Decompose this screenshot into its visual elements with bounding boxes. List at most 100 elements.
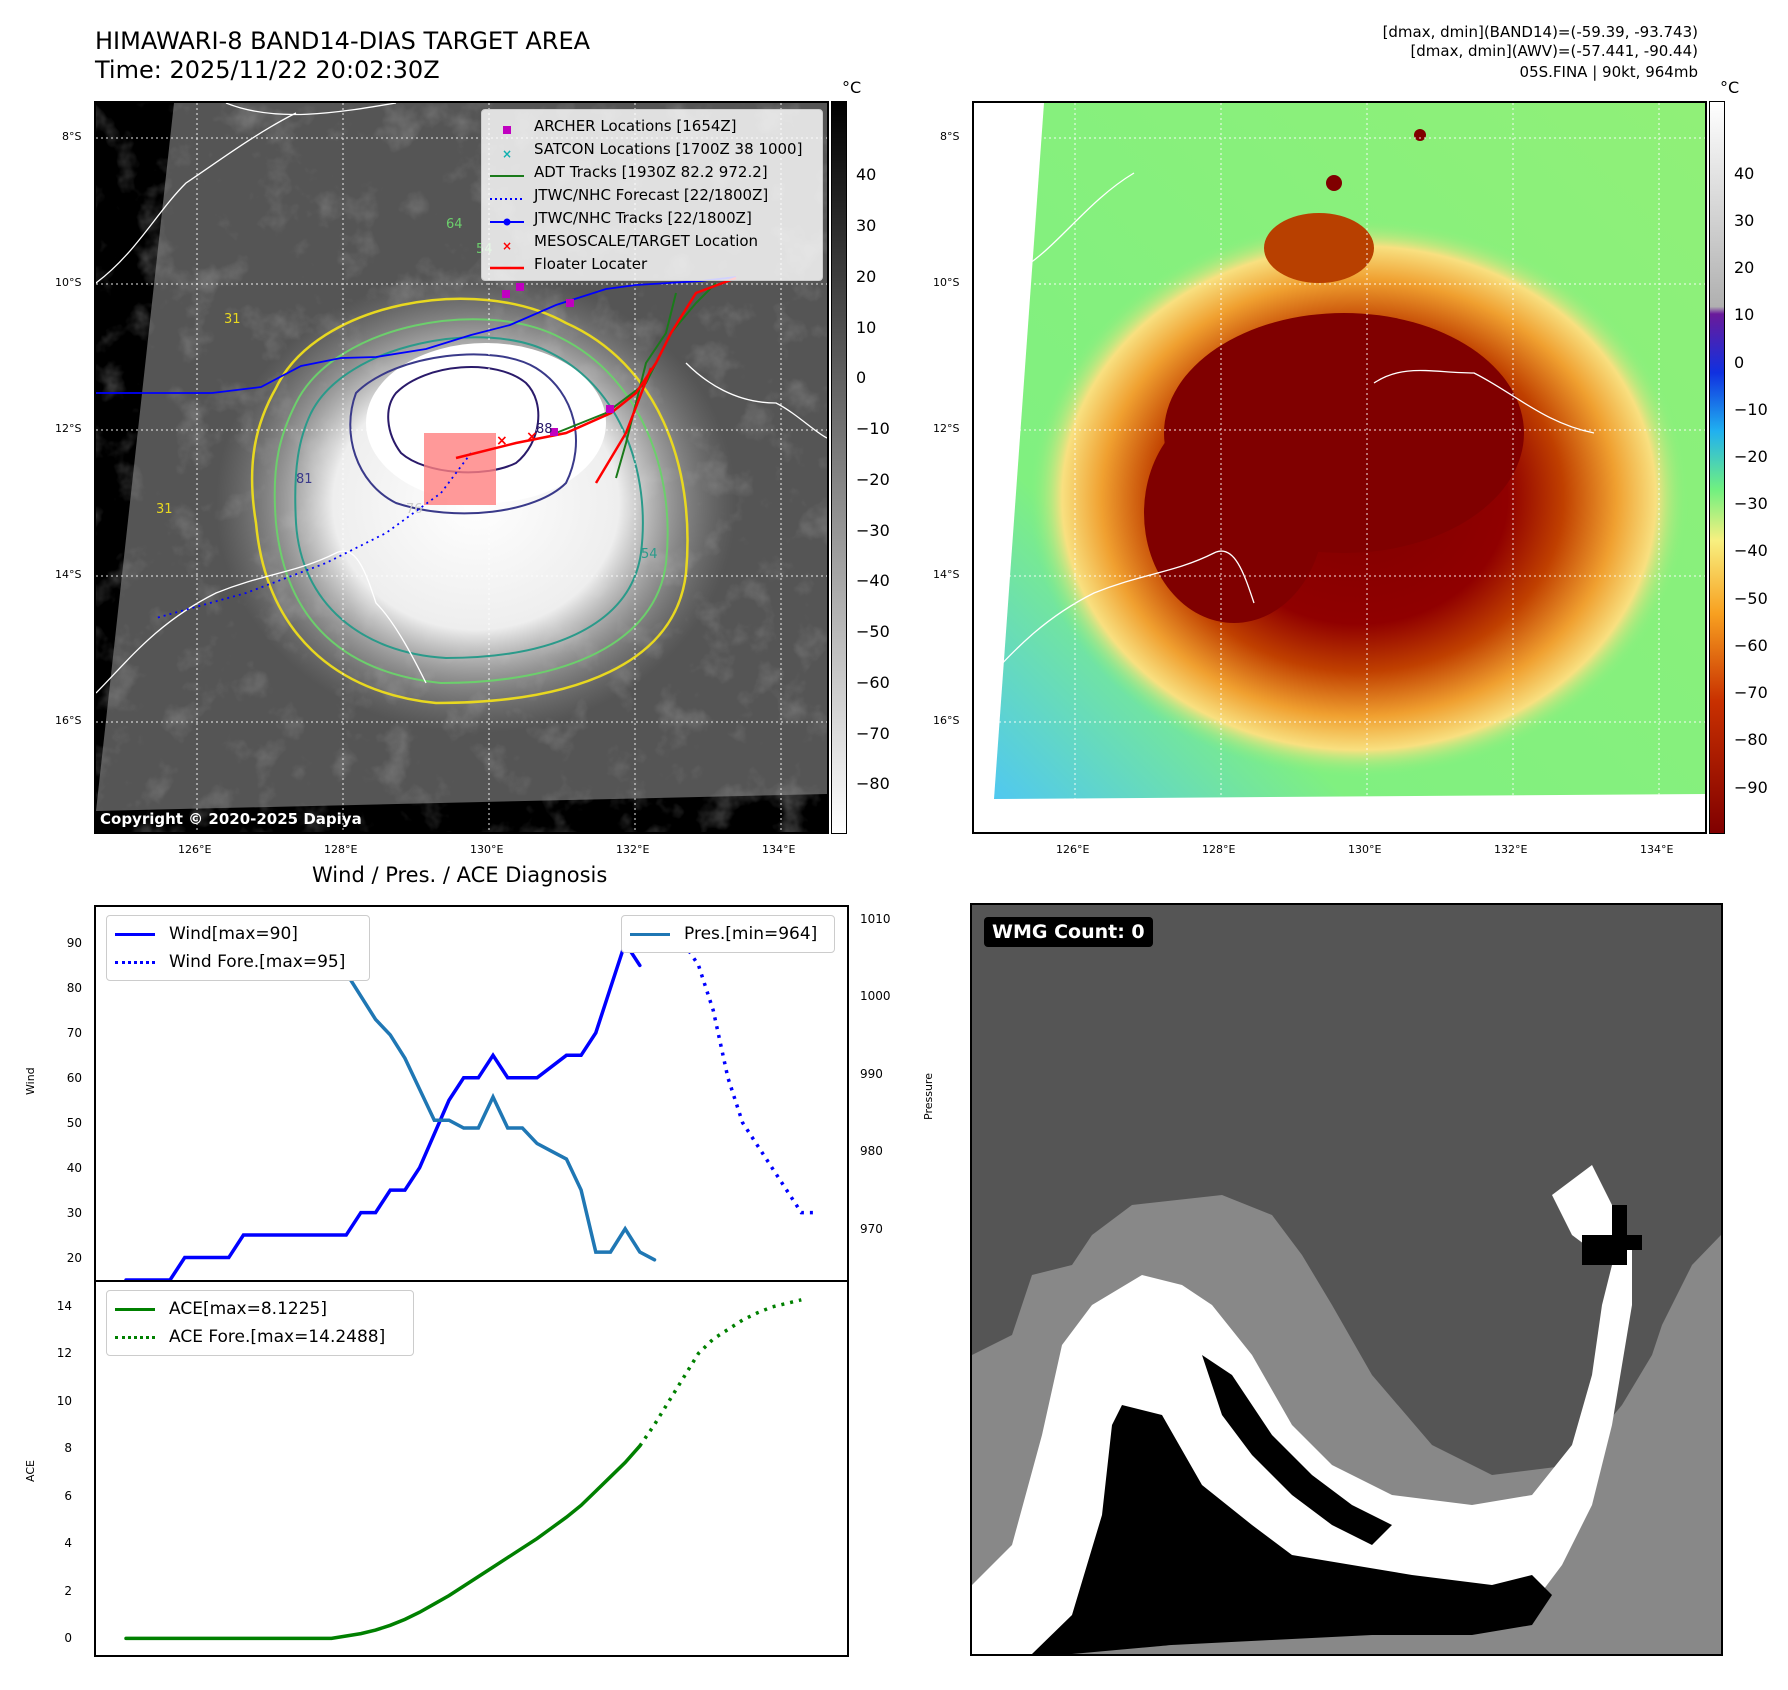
info-band14: [dmax, dmin](BAND14)=(-59.39, -93.743): [1382, 23, 1698, 41]
legend-wind-fore: Wind Fore.[max=95]: [115, 948, 361, 976]
colorbar-right-tick: −50: [1734, 588, 1768, 608]
archer-swatch-icon: [490, 121, 524, 134]
legend-wind: Wind[max=90]: [115, 920, 361, 948]
legend-satcon: × SATCON Locations [1700Z 38 1000]: [490, 137, 814, 161]
colorbar-left-tick: 0: [856, 368, 867, 388]
legend-jtwc-forecast: JTWC/NHC Forecast [22/1800Z]: [490, 183, 814, 206]
lat-label-14s: 14°S: [55, 568, 82, 581]
legend-satcon-label: SATCON Locations [1700Z 38 1000]: [534, 139, 803, 158]
colorbar-left-tick: −70: [856, 723, 890, 743]
pressure-axis-tick: 970: [860, 1221, 883, 1236]
ace-axis-tick: 14: [56, 1298, 72, 1313]
tracks-swatch-icon: [490, 213, 524, 225]
pressure-axis-tick: 980: [860, 1144, 883, 1159]
awv-lon-label-126e: 126°E: [1056, 843, 1090, 856]
forecast-swatch-icon: [490, 190, 524, 200]
colorbar-left: [831, 101, 847, 834]
pressure-line-icon: [630, 932, 670, 936]
legend-archer-label: ARCHER Locations [1654Z]: [534, 116, 737, 135]
colorbar-left-tick: 10: [856, 317, 877, 337]
ir-map-panel: ×× 64 54 31 31 76 81 88 54 ARCHER Locati…: [94, 101, 829, 834]
wind-legend: Wind[max=90] Wind Fore.[max=95]: [106, 915, 370, 981]
colorbar-right-tick: −40: [1734, 541, 1768, 561]
ace-line-icon: [115, 1307, 155, 1311]
pressure-axis-tick: 1010: [860, 911, 891, 926]
awv-lon-label-132e: 132°E: [1494, 843, 1528, 856]
jtwc-track: [96, 276, 737, 394]
svg-text:×: ×: [526, 429, 538, 445]
lon-label-134e: 134°E: [762, 843, 796, 856]
contour-label-64: 64: [446, 217, 463, 232]
ace-series-0: [124, 1444, 642, 1641]
legend-wind-fore-label: Wind Fore.[max=95]: [169, 952, 346, 972]
awv-lon-label-134e: 134°E: [1640, 843, 1674, 856]
copyright-notice: Copyright © 2020-2025 Dapiya: [100, 810, 362, 828]
colorbar-right-tick: 40: [1734, 163, 1755, 183]
map-legend: ARCHER Locations [1654Z] × SATCON Locatio…: [481, 109, 823, 281]
lat-label-12s: 12°S: [55, 422, 82, 435]
legend-adt: ADT Tracks [1930Z 82.2 972.2]: [490, 160, 814, 183]
contour-label-81: 81: [296, 472, 313, 487]
pressure-axis-tick: 1000: [860, 989, 891, 1004]
colorbar-left-tick: 20: [856, 266, 877, 286]
chart-time: Time: 2025/11/22 20:02:30Z: [95, 56, 440, 84]
contour-label-31b: 31: [156, 502, 173, 517]
colorbar-right-tick: 10: [1734, 305, 1755, 325]
coastline-kimberley: [96, 550, 427, 694]
ace-fore-line-icon: [115, 1335, 155, 1339]
wind-axis-tick: 60: [66, 1070, 82, 1085]
contour-81: [387, 366, 540, 474]
colorbar-left-tick: −20: [856, 469, 890, 489]
ace-axis-tick: 12: [56, 1346, 72, 1361]
colorbar-right-tick: −20: [1734, 446, 1768, 466]
contour-label-54b: 54: [641, 547, 658, 562]
wind-line-icon: [115, 932, 155, 936]
colorbar-right-tick: 0: [1734, 352, 1745, 372]
awv-map-panel: [972, 101, 1707, 834]
colorbar-left-tick: −40: [856, 571, 890, 591]
legend-ace-fore: ACE Fore.[max=14.2488]: [115, 1323, 405, 1351]
mesoscale-swatch-icon: ×: [490, 236, 524, 253]
legend-ace-fore-label: ACE Fore.[max=14.2488]: [169, 1327, 386, 1347]
legend-jtwc-tracks: JTWC/NHC Tracks [22/1800Z]: [490, 206, 814, 229]
contour-label-88: 88: [536, 422, 553, 437]
wmg-count-badge: WMG Count: 0: [984, 917, 1153, 947]
contour-31: [250, 297, 689, 705]
floater-locater-line: [455, 276, 737, 460]
ace-axis-label: ACE: [24, 1460, 37, 1482]
ace-axis-tick: 8: [64, 1441, 72, 1456]
wmg-black-spot: [1582, 1205, 1642, 1265]
wind-series-1: [653, 917, 816, 1215]
lat-label-16s: 16°S: [55, 714, 82, 727]
legend-archer: ARCHER Locations [1654Z]: [490, 114, 814, 137]
awv-blob-north: [1264, 213, 1374, 283]
colorbar-left-tick: 30: [856, 216, 877, 236]
target-markers: × ×: [496, 429, 538, 449]
contour-label-31a: 31: [224, 312, 241, 327]
contour-54: [273, 318, 669, 685]
awv-lat-label-12s: 12°S: [933, 422, 960, 435]
lon-label-126e: 126°E: [178, 843, 212, 856]
awv-lat-label-16s: 16°S: [933, 714, 960, 727]
colorbar-left-tick: −80: [856, 774, 890, 794]
ace-legend: ACE[max=8.1225] ACE Fore.[max=14.2488]: [106, 1290, 414, 1356]
info-storm: 05S.FINA | 90kt, 964mb: [1519, 63, 1698, 81]
ace-chart: ACE[max=8.1225] ACE Fore.[max=14.2488]: [94, 1280, 849, 1657]
colorbar-right-tick: 20: [1734, 258, 1755, 278]
ace-axis-tick: 6: [64, 1488, 72, 1503]
awv-lat-label-14s: 14°S: [933, 568, 960, 581]
ace-plot: [124, 1298, 802, 1641]
pressure-axis-tick: 990: [860, 1066, 883, 1081]
wmg-image: [972, 1165, 1721, 1654]
colorbar-right: [1709, 101, 1725, 834]
svg-text:×: ×: [502, 240, 512, 250]
svg-text:×: ×: [496, 433, 508, 449]
colorbar-right-tick: −10: [1734, 399, 1768, 419]
awv-gridlines: [974, 103, 1705, 832]
chart-title: HIMAWARI-8 BAND14-DIAS TARGET AREA: [95, 27, 591, 55]
ace-axis-tick: 2: [64, 1583, 72, 1598]
contour-label-76: 76: [406, 502, 423, 517]
wind-axis-tick: 70: [66, 1025, 82, 1040]
ace-axis-tick: 0: [64, 1631, 72, 1646]
wind-axis-tick: 50: [66, 1115, 82, 1130]
